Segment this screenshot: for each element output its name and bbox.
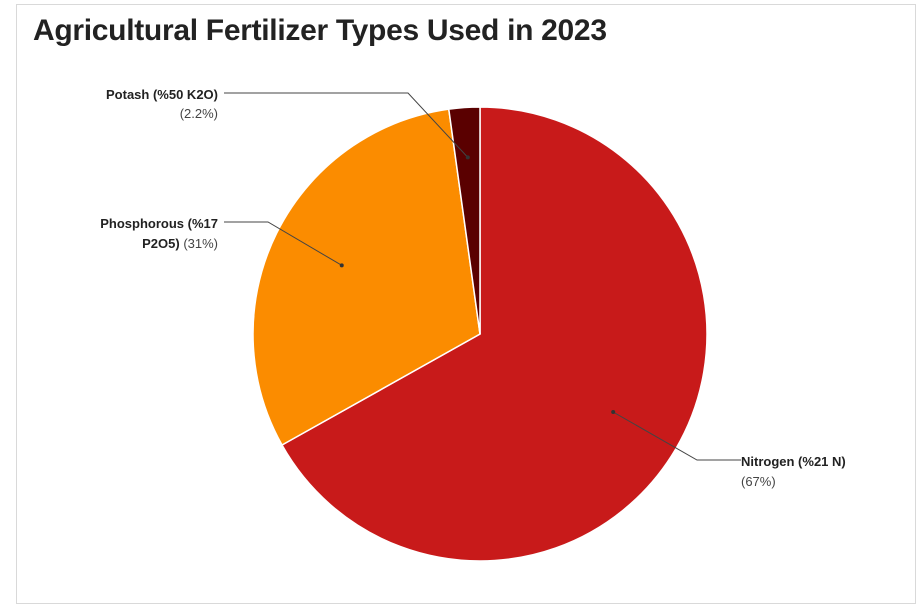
- slice-label-phosphorous: Phosphorous (%17: [100, 216, 218, 231]
- leader-lines: [224, 92, 741, 461]
- leader-dot-phosphorous: [339, 263, 344, 268]
- pie-slices: [252, 106, 708, 562]
- leader-dot-potash: [465, 155, 470, 160]
- slice-value-phosphorous: (31%): [180, 236, 218, 251]
- leader-line-potash: [224, 92, 469, 158]
- leader-dot-nitrogen: [611, 410, 616, 415]
- slice-value-potash: (2.2%): [180, 106, 218, 121]
- slice-label-phosphorous-cont: P2O5): [142, 236, 180, 251]
- leader-line-nitrogen: [612, 411, 741, 461]
- leader-line-phosphorous: [224, 221, 342, 266]
- slice-label-potash: Potash (%50 K2O): [106, 87, 218, 102]
- pie-slice-nitrogen: [280, 106, 708, 562]
- pie-slice-potash: [447, 106, 481, 335]
- slice-label-nitrogen: Nitrogen (%21 N): [741, 454, 846, 469]
- chart-title: Agricultural Fertilizer Types Used in 20…: [33, 14, 607, 47]
- pie-slice-phosphorous: [252, 108, 481, 447]
- slice-label-phosphorous-line2: P2O5) (31%): [142, 236, 218, 251]
- pie-chart: Potash (%50 K2O) (2.2%) Phosphorous (%17…: [100, 87, 846, 562]
- slice-value-nitrogen: (67%): [741, 474, 776, 489]
